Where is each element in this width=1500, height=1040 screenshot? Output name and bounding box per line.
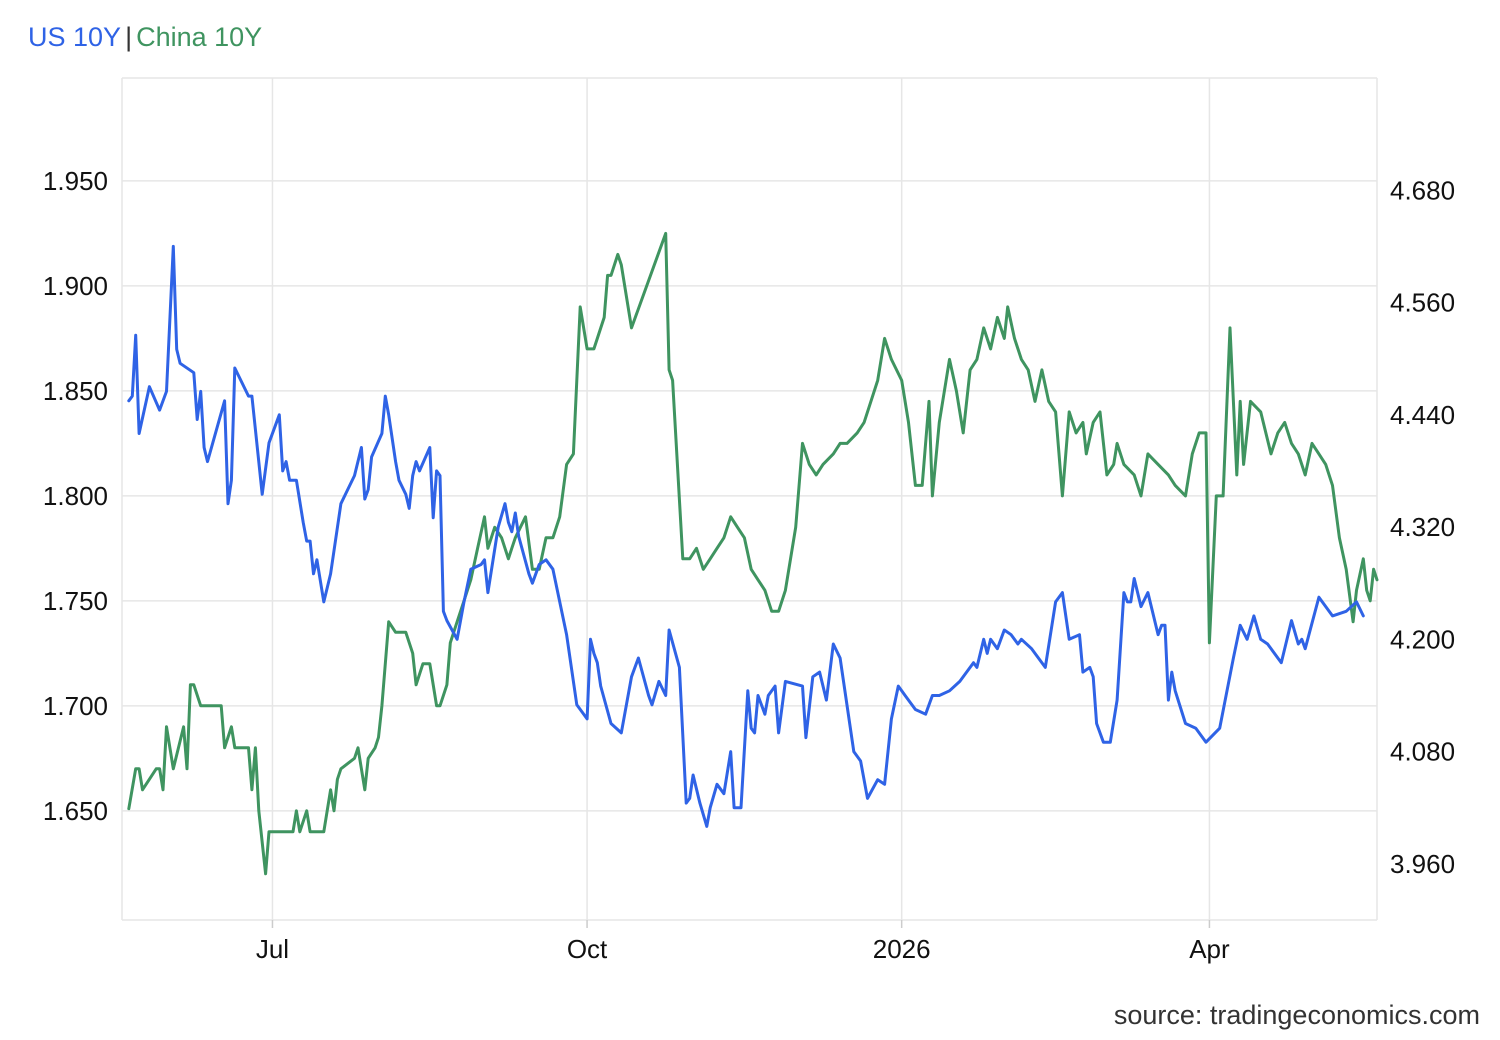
left-axis-tick-label: 1.950 — [43, 166, 108, 196]
chart-legend: US 10Y | China 10Y — [28, 22, 262, 53]
x-axis-tick-label: Apr — [1189, 934, 1230, 964]
axis-tick-labels: 1.650 1.700 1.750 1.800 1.850 1.900 1.950 3.960… — [43, 166, 1455, 964]
x-axis-tick-label: Jul — [256, 934, 289, 964]
left-axis-tick-label: 1.650 — [43, 796, 108, 826]
grid-lines — [121, 77, 1378, 928]
left-axis-tick-label: 1.700 — [43, 691, 108, 721]
right-axis-tick-label: 3.960 — [1390, 849, 1455, 879]
right-axis-tick-label: 4.200 — [1390, 624, 1455, 654]
source-credit: source: tradingeconomics.com — [1113, 1000, 1480, 1030]
x-axis-tick-label: 2026 — [873, 934, 931, 964]
x-axis-tick-label: Oct — [567, 934, 608, 964]
series-lines — [127, 231, 1379, 876]
left-axis-tick-label: 1.800 — [43, 481, 108, 511]
left-axis-tick-label: 1.750 — [43, 586, 108, 616]
right-axis-tick-label: 4.560 — [1390, 288, 1455, 318]
us-10y-line — [127, 244, 1365, 828]
legend-china-10y[interactable]: China 10Y — [136, 22, 263, 52]
left-axis-tick-label: 1.850 — [43, 376, 108, 406]
legend-us-10y[interactable]: US 10Y — [28, 22, 122, 52]
right-axis-tick-label: 4.320 — [1390, 512, 1455, 542]
right-axis-tick-label: 4.440 — [1390, 400, 1455, 430]
china-10y-line — [127, 231, 1379, 876]
legend-separator: | — [125, 22, 133, 52]
right-axis-tick-label: 4.080 — [1390, 737, 1455, 767]
left-axis-tick-label: 1.900 — [43, 271, 108, 301]
right-axis-tick-label: 4.680 — [1390, 175, 1455, 205]
